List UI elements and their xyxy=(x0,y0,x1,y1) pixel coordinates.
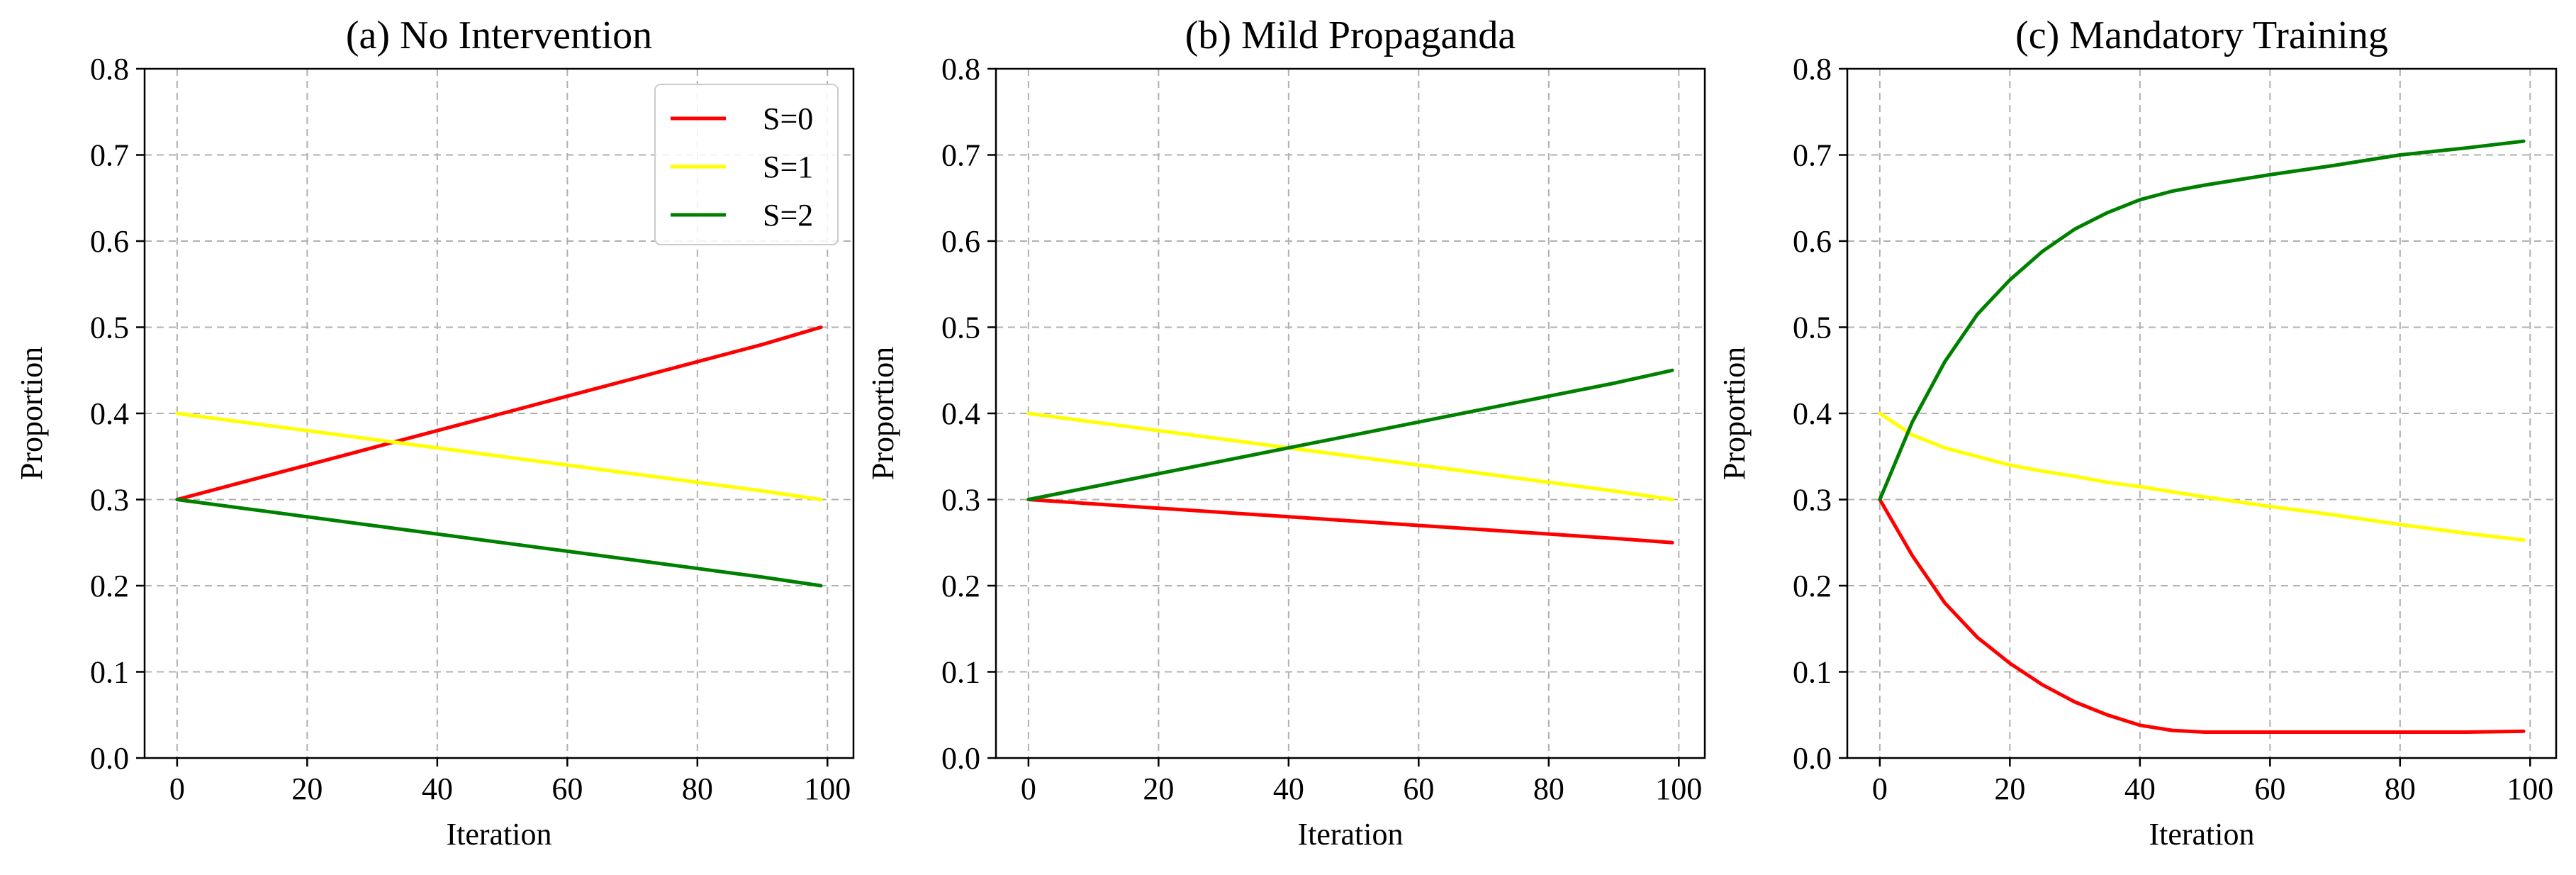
y-tick-label: 0.8 xyxy=(90,52,129,87)
y-tick-label: 0.1 xyxy=(941,655,980,690)
x-tick-label: 60 xyxy=(1403,771,1434,806)
chart-title: (c) Mandatory Training xyxy=(2015,13,2388,57)
y-tick-label: 0.0 xyxy=(90,741,129,776)
x-tick-label: 100 xyxy=(2507,771,2553,806)
y-tick-label: 0.4 xyxy=(941,396,980,431)
y-tick-label: 0.5 xyxy=(941,311,980,345)
y-tick-label: 0.0 xyxy=(941,741,980,776)
y-tick-label: 0.0 xyxy=(1793,741,1832,776)
y-tick-label: 0.6 xyxy=(941,224,980,259)
y-tick-label: 0.6 xyxy=(90,224,129,259)
y-tick-label: 0.2 xyxy=(90,569,129,603)
y-tick-label: 0.2 xyxy=(941,569,980,603)
y-tick-label: 0.4 xyxy=(1793,396,1832,431)
x-axis-label: Iteration xyxy=(1297,817,1403,852)
series-line-S0 xyxy=(1026,498,1674,545)
y-tick-label: 0.3 xyxy=(1793,483,1832,518)
legend-label: S=2 xyxy=(763,198,813,233)
legend-label: S=0 xyxy=(763,101,813,136)
y-tick-label: 0.5 xyxy=(90,311,129,345)
y-tick-label: 0.7 xyxy=(1793,138,1832,173)
panel-mandatory-training: 0 20 40 60 80 100 0.0 0.1 0.2 0.3 0.4 0.5 0.6 0.7 0.8 (… xyxy=(1717,13,2558,852)
series-line-S2 xyxy=(1878,139,2526,501)
y-axis-label: Proportion xyxy=(1717,347,1752,480)
x-tick-label: 0 xyxy=(169,771,185,806)
x-tick-label: 0 xyxy=(1872,771,1888,806)
y-tick-label: 0.5 xyxy=(1793,311,1832,345)
series-line-S1 xyxy=(175,411,823,501)
panel-no-intervention: 0 20 40 60 80 100 0.0 0.1 0.2 0.3 0.4 0.5 0.6 0.7 0.8 (… xyxy=(14,13,855,852)
x-tick-label: 80 xyxy=(2385,771,2416,806)
series-line-S1 xyxy=(1878,411,2526,542)
x-axis-label: Iteration xyxy=(2149,817,2254,852)
series-line-S1 xyxy=(1026,411,1674,501)
y-tick-label: 0.3 xyxy=(90,483,129,518)
legend: S=0 S=1 S=2 xyxy=(654,84,839,245)
y-tick-label: 0.2 xyxy=(1793,569,1832,603)
panel-mild-propaganda: 0 20 40 60 80 100 0.0 0.1 0.2 0.3 0.4 0.5 0.6 0.7 0.8 (… xyxy=(866,13,1706,852)
y-tick-label: 0.8 xyxy=(1793,52,1832,87)
series-line-S2 xyxy=(1026,368,1674,501)
x-tick-label: 60 xyxy=(551,771,583,806)
x-tick-label: 40 xyxy=(2124,771,2156,806)
x-tick-label: 40 xyxy=(422,771,453,806)
series-line-S0 xyxy=(1878,498,2526,734)
y-axis-label: Proportion xyxy=(14,347,49,480)
x-tick-label: 20 xyxy=(1994,771,2025,806)
y-tick-label: 0.1 xyxy=(90,655,129,690)
legend-label: S=1 xyxy=(763,150,813,184)
y-tick-label: 0.3 xyxy=(941,483,980,518)
x-tick-label: 20 xyxy=(1143,771,1174,806)
chart-title: (b) Mild Propaganda xyxy=(1185,13,1516,57)
x-tick-label: 100 xyxy=(1655,771,1702,806)
x-axis-label: Iteration xyxy=(446,817,551,852)
series-line-S0 xyxy=(175,325,823,501)
y-axis-label: Proportion xyxy=(866,347,900,480)
series-line-S2 xyxy=(175,498,823,588)
x-tick-label: 60 xyxy=(2254,771,2285,806)
y-tick-label: 0.6 xyxy=(1793,224,1832,259)
x-tick-label: 40 xyxy=(1273,771,1304,806)
x-tick-label: 80 xyxy=(1533,771,1564,806)
y-tick-label: 0.7 xyxy=(941,138,980,173)
x-tick-label: 80 xyxy=(682,771,713,806)
chart-title: (a) No Intervention xyxy=(346,13,652,57)
x-tick-label: 0 xyxy=(1021,771,1036,806)
y-tick-label: 0.8 xyxy=(941,52,980,87)
legend-box xyxy=(654,84,839,245)
y-tick-label: 0.1 xyxy=(1793,655,1832,690)
x-tick-label: 20 xyxy=(291,771,323,806)
x-tick-label: 100 xyxy=(804,771,851,806)
y-tick-label: 0.4 xyxy=(90,396,129,431)
y-tick-label: 0.7 xyxy=(90,138,129,173)
